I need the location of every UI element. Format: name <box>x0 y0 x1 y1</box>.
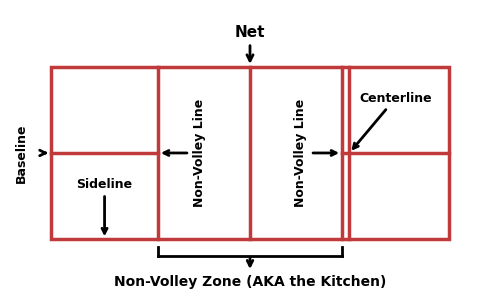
Text: Sideline: Sideline <box>76 178 132 233</box>
Text: Net: Net <box>235 25 265 61</box>
Text: Non-Volley Zone (AKA the Kitchen): Non-Volley Zone (AKA the Kitchen) <box>114 275 386 289</box>
Text: Baseline: Baseline <box>15 123 28 183</box>
Text: Centerline: Centerline <box>353 92 432 148</box>
Text: Non-Volley Line: Non-Volley Line <box>294 99 336 207</box>
Text: Non-Volley Line: Non-Volley Line <box>164 99 205 207</box>
Bar <box>51 67 449 239</box>
